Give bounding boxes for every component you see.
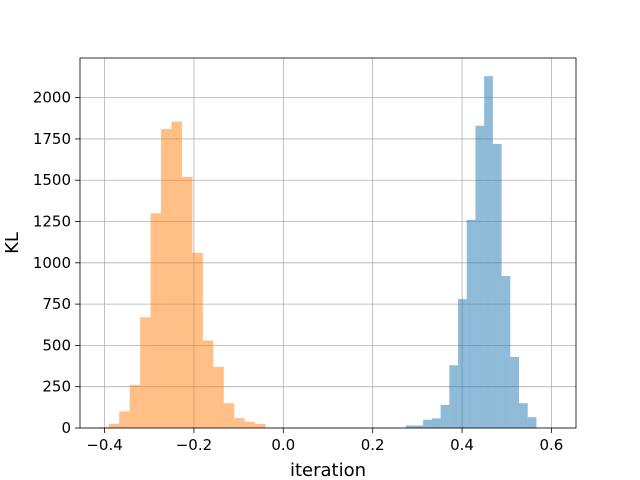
histogram-bar xyxy=(129,385,141,428)
x-tick-label: −0.4 xyxy=(86,436,122,454)
x-tick-label: 0.4 xyxy=(450,436,474,454)
histogram-bar xyxy=(171,121,182,428)
x-tick-label: 0.2 xyxy=(361,436,385,454)
y-tick-label: 750 xyxy=(42,295,71,313)
histogram-bar xyxy=(140,317,151,428)
histogram-bar xyxy=(108,423,120,428)
y-tick-label: 250 xyxy=(42,378,71,396)
histogram-bar xyxy=(255,423,266,428)
histogram-bar xyxy=(519,403,528,428)
histogram-bar xyxy=(181,176,193,428)
y-tick-label: 500 xyxy=(42,336,71,354)
x-tick-label: 0.0 xyxy=(271,436,295,454)
histogram-bar xyxy=(244,421,256,428)
x-axis-label: iteration xyxy=(290,460,366,480)
histogram-bars xyxy=(98,76,537,429)
y-tick-label: 2000 xyxy=(33,89,71,107)
histogram-bar xyxy=(98,427,109,428)
histogram-bar xyxy=(161,129,172,428)
x-tick-label: −0.2 xyxy=(176,436,212,454)
histogram-bar xyxy=(150,213,162,428)
histogram-bar xyxy=(458,299,467,428)
histogram-bar xyxy=(440,404,450,428)
x-tick-label: 0.6 xyxy=(539,436,563,454)
histogram-bar xyxy=(119,411,130,428)
histogram-bar xyxy=(431,418,441,428)
histogram-bar xyxy=(405,425,415,428)
histogram-bar xyxy=(414,425,424,428)
histogram-bar xyxy=(484,76,493,428)
histogram-bar xyxy=(501,276,511,428)
x-axis-ticks: −0.4 −0.2 0.0 0.2 0.4 0.6 xyxy=(86,428,563,454)
histogram-bar xyxy=(192,252,203,428)
histogram-bar xyxy=(223,403,235,428)
y-axis-ticks: 0 250 500 750 1000 1250 1500 1750 2000 xyxy=(33,89,80,437)
histogram-bar xyxy=(475,125,485,429)
y-tick-label: 1250 xyxy=(33,213,71,231)
histogram-bar xyxy=(202,340,214,428)
plot-frame xyxy=(79,57,577,429)
histogram-bar xyxy=(527,417,537,428)
histogram-bar xyxy=(423,419,432,428)
histogram-bar xyxy=(492,143,502,428)
histogram-bar xyxy=(213,366,224,428)
histogram-bar xyxy=(510,356,520,428)
y-tick-label: 0 xyxy=(61,419,71,437)
histogram-bar xyxy=(466,219,476,428)
histogram-bar xyxy=(234,418,245,428)
histogram-bar xyxy=(449,365,459,428)
y-tick-label: 1750 xyxy=(33,130,71,148)
y-tick-label: 1000 xyxy=(33,254,71,272)
y-tick-label: 1500 xyxy=(33,171,71,189)
y-axis-label: KL xyxy=(2,232,23,254)
